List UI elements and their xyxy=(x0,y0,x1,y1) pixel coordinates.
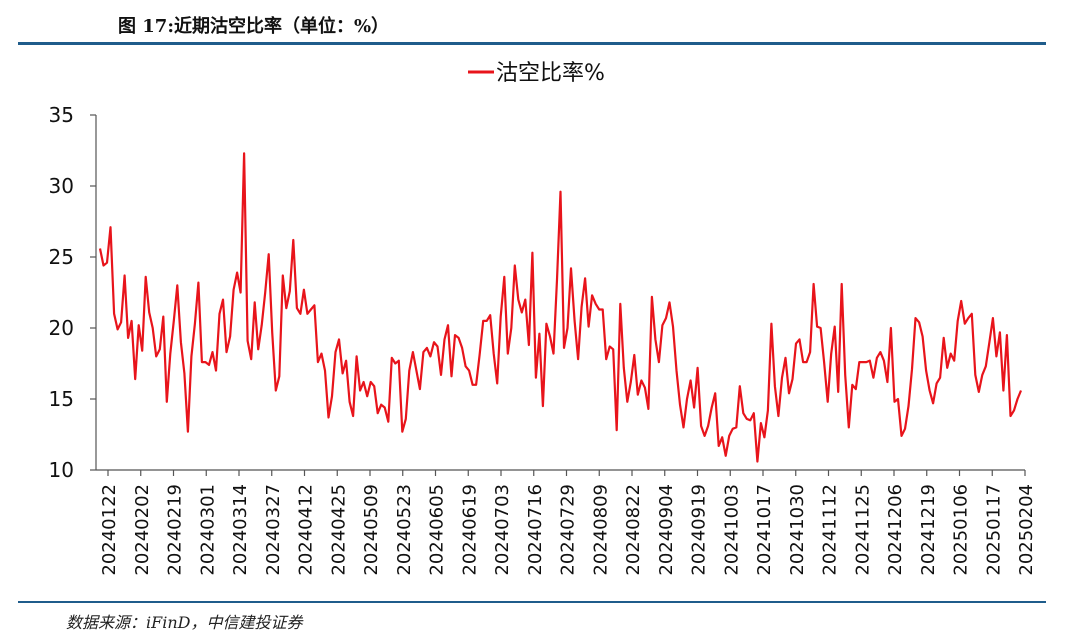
x-tick-label: 20241003 xyxy=(721,484,742,576)
x-tick-label: 20240729 xyxy=(558,484,579,576)
x-tick-label: 20240202 xyxy=(132,484,153,576)
x-tick-label: 20240412 xyxy=(296,484,317,576)
x-tick-label: 20240523 xyxy=(394,484,415,576)
x-tick-label: 20241017 xyxy=(754,484,775,576)
x-tick-label: 20240314 xyxy=(230,484,251,576)
x-tick-label: 20250204 xyxy=(1016,484,1037,576)
y-tick-label: 25 xyxy=(49,245,74,269)
figure-title: 图 17:近期沽空比率（单位：%） xyxy=(118,16,390,37)
x-tick-label: 20241112 xyxy=(820,484,841,576)
y-tick-label: 15 xyxy=(49,387,74,411)
y-axis: 10 15 20 25 30 35 xyxy=(49,103,97,482)
legend-label: 沽空比率% xyxy=(496,61,605,86)
y-tick-label: 10 xyxy=(49,458,74,482)
x-tick-label: 20240716 xyxy=(525,484,546,576)
y-tick-label: 20 xyxy=(49,316,74,340)
x-tick-label: 20250106 xyxy=(951,484,972,576)
y-tick-label: 30 xyxy=(49,174,74,198)
x-tick-label: 20240425 xyxy=(328,484,349,576)
legend: 沽空比率% xyxy=(468,61,605,86)
x-tick-label: 20240809 xyxy=(590,484,611,576)
plot-area xyxy=(98,152,1023,463)
x-tick-label: 20240122 xyxy=(99,484,120,576)
x-tick-label: 20240904 xyxy=(656,484,677,576)
x-tick-label: 20240605 xyxy=(427,484,448,576)
bottom-rule xyxy=(18,601,1046,603)
x-tick-label: 20241219 xyxy=(918,484,939,576)
y-tick-label: 35 xyxy=(49,103,74,127)
x-tick-label: 20240327 xyxy=(263,484,284,576)
x-tick-label: 20240619 xyxy=(459,484,480,576)
x-tick-label: 20241125 xyxy=(852,484,873,576)
x-tick-label: 20250117 xyxy=(983,484,1004,576)
x-tick-label: 20240703 xyxy=(492,484,513,576)
x-axis: 20240122 20240202 20240219 20240301 20240314… xyxy=(96,469,1037,576)
x-tick-label: 20241030 xyxy=(787,484,808,576)
x-tick-label: 20240219 xyxy=(165,484,186,576)
x-tick-label: 20240509 xyxy=(361,484,382,576)
x-tick-label: 20240822 xyxy=(623,484,644,576)
top-rule xyxy=(18,42,1046,45)
series-line xyxy=(98,152,1023,463)
x-tick-label: 20241206 xyxy=(885,484,906,576)
x-tick-label: 20240919 xyxy=(689,484,710,576)
source-note: 数据来源：iFinD，中信建投证券 xyxy=(66,613,303,632)
x-tick-label: 20240301 xyxy=(197,484,218,576)
